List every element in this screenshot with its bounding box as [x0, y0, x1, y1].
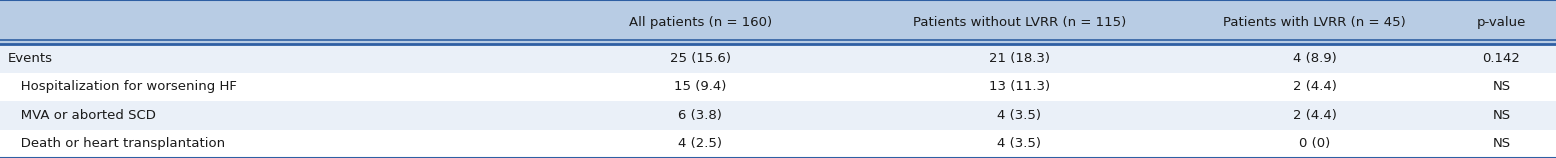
- Text: 2 (4.4): 2 (4.4): [1293, 109, 1337, 122]
- Text: Hospitalization for worsening HF: Hospitalization for worsening HF: [8, 80, 237, 93]
- Text: 13 (11.3): 13 (11.3): [988, 80, 1050, 93]
- Text: Death or heart transplantation: Death or heart transplantation: [8, 137, 226, 150]
- Text: NS: NS: [1492, 137, 1511, 150]
- FancyBboxPatch shape: [0, 0, 1556, 44]
- Text: 0 (0): 0 (0): [1299, 137, 1330, 150]
- Text: NS: NS: [1492, 109, 1511, 122]
- FancyBboxPatch shape: [0, 73, 1556, 101]
- Text: 25 (15.6): 25 (15.6): [669, 52, 731, 65]
- Text: 4 (2.5): 4 (2.5): [678, 137, 722, 150]
- Text: p-value: p-value: [1477, 16, 1526, 29]
- Text: 15 (9.4): 15 (9.4): [674, 80, 727, 93]
- Text: 4 (3.5): 4 (3.5): [997, 109, 1041, 122]
- Text: Events: Events: [8, 52, 53, 65]
- Text: 6 (3.8): 6 (3.8): [678, 109, 722, 122]
- Text: 0.142: 0.142: [1483, 52, 1520, 65]
- FancyBboxPatch shape: [0, 101, 1556, 130]
- Text: 2 (4.4): 2 (4.4): [1293, 80, 1337, 93]
- Text: NS: NS: [1492, 80, 1511, 93]
- Text: Patients without LVRR (n = 115): Patients without LVRR (n = 115): [912, 16, 1127, 29]
- FancyBboxPatch shape: [0, 130, 1556, 158]
- Text: 21 (18.3): 21 (18.3): [988, 52, 1050, 65]
- Text: 4 (8.9): 4 (8.9): [1293, 52, 1337, 65]
- Text: 4 (3.5): 4 (3.5): [997, 137, 1041, 150]
- Text: Patients with LVRR (n = 45): Patients with LVRR (n = 45): [1223, 16, 1407, 29]
- Text: All patients (n = 160): All patients (n = 160): [629, 16, 772, 29]
- Text: MVA or aborted SCD: MVA or aborted SCD: [8, 109, 156, 122]
- FancyBboxPatch shape: [0, 44, 1556, 73]
